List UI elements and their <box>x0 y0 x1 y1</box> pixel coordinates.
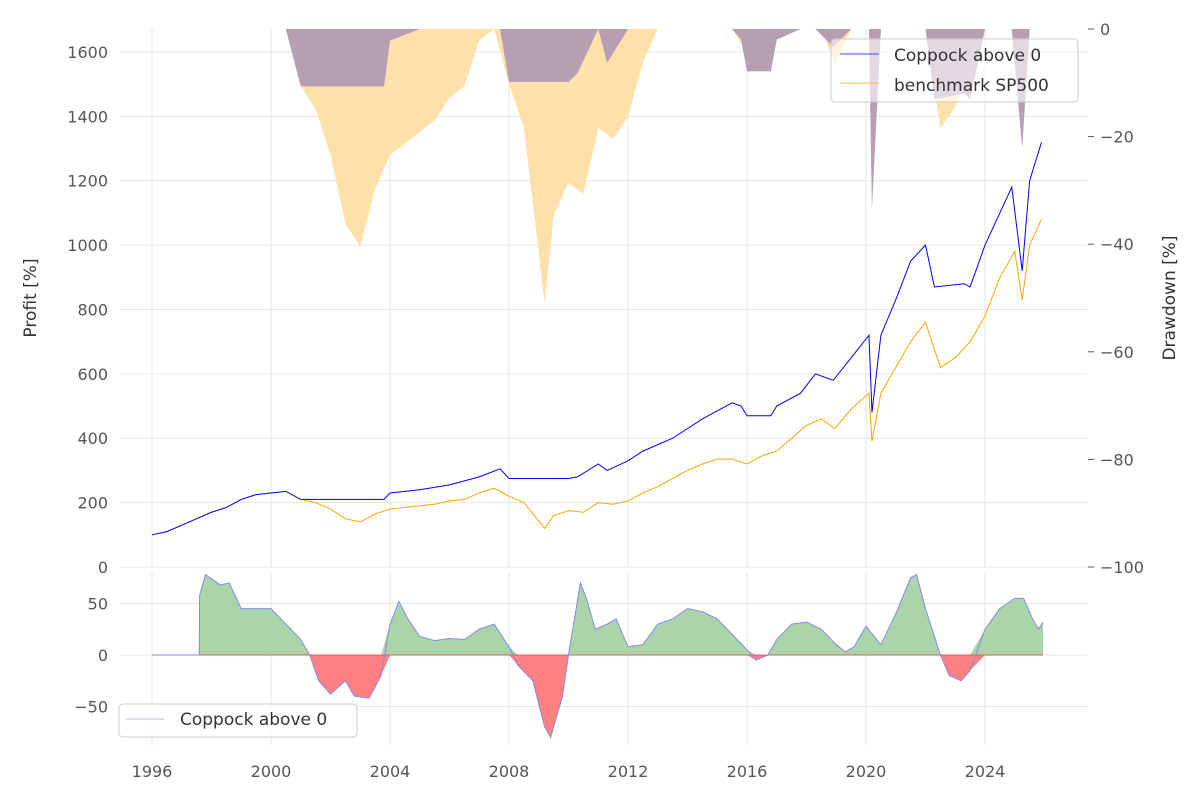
x-tick-label: 2012 <box>608 762 649 781</box>
drawdown-areas <box>152 29 1042 304</box>
y-tick-label-left: 400 <box>77 429 108 448</box>
y-tick-label-bottom: 50 <box>88 595 108 614</box>
y-tick-label-left: 0 <box>98 558 108 577</box>
coppock-panel <box>152 573 1044 739</box>
x-tick-label: 2024 <box>965 762 1006 781</box>
x-tick-label: 2004 <box>370 762 411 781</box>
legend-bottom: Coppock above 0 <box>118 703 358 738</box>
y-tick-label-right: 0 <box>1100 20 1110 39</box>
y-tick-label-left: 800 <box>77 300 108 319</box>
y-tick-label-left: 1400 <box>67 107 108 126</box>
legend-label-benchmark: benchmark SP500 <box>894 76 1049 96</box>
drawdown-benchmark-area <box>152 29 1042 304</box>
y-tick-label-right: −100 <box>1100 558 1144 577</box>
y-tick-label-right: −80 <box>1100 450 1134 469</box>
strategy-line <box>151 141 1043 536</box>
x-tick-label: 1996 <box>132 762 173 781</box>
legend-label-coppock: Coppock above 0 <box>180 710 327 730</box>
y-tick-label-left: 1000 <box>67 236 108 255</box>
coppock-positive-area <box>152 574 1044 655</box>
y-tick-label-left: 1600 <box>67 43 108 62</box>
y-tick-label-right: −40 <box>1100 235 1134 254</box>
drawdown-overlap-area <box>152 29 1042 209</box>
x-tick-label: 2000 <box>251 762 292 781</box>
y-axis-label-left: Profit [%] <box>21 258 41 337</box>
y-tick-label-bottom: 0 <box>98 646 108 665</box>
x-tick-label: 2008 <box>489 762 530 781</box>
y-tick-label-left: 1200 <box>67 172 108 191</box>
x-tick-label: 2020 <box>846 762 887 781</box>
coppock-line <box>152 573 1044 739</box>
y-tick-label-left: 200 <box>77 494 108 513</box>
legend-top: Coppock above 0 benchmark SP500 <box>830 38 1079 103</box>
y-tick-label-right: −60 <box>1100 343 1134 362</box>
legend-label-strategy: Coppock above 0 <box>894 46 1041 66</box>
y-tick-label-left: 600 <box>77 365 108 384</box>
y-tick-label-bottom: −50 <box>74 698 108 717</box>
y-axis-label-right: Drawdown [%] <box>1160 235 1180 360</box>
profit-lines <box>151 141 1043 536</box>
x-tick-label: 2016 <box>727 762 768 781</box>
tick-labels: 0 200 400 600 800 1000 1200 1400 1600 0 −20 −40 −60 −… <box>67 20 1144 781</box>
benchmark-line <box>151 219 1042 536</box>
y-tick-label-right: −20 <box>1100 128 1134 147</box>
coppock-negative-area <box>152 655 1044 738</box>
